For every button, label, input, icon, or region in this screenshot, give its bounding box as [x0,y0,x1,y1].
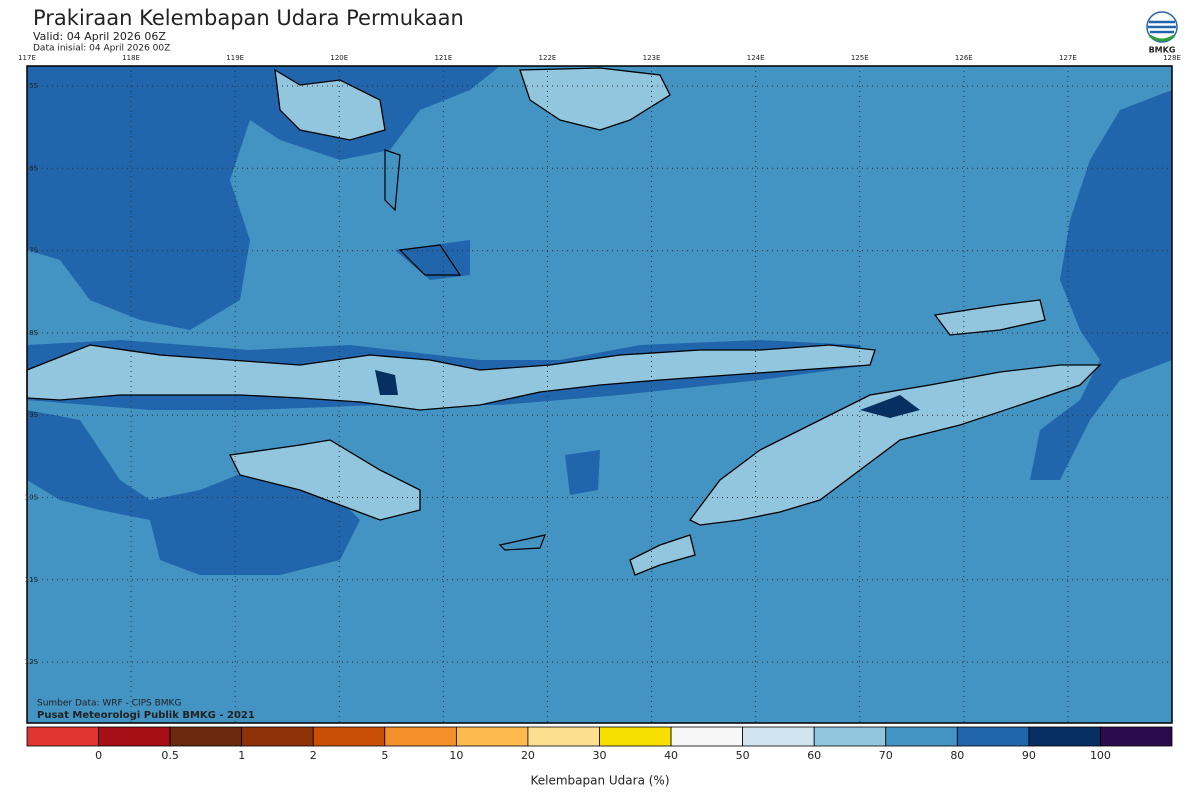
color-box [455,726,529,747]
colorbar: 0 0.5 1 2 5 10 20 30 40 50 60 70 80 90 100 [26,726,1173,762]
colorbar-label: 80 [950,749,964,762]
latitude-label: 5S [29,82,38,90]
colorbar-label: 5 [381,749,388,762]
map: Sumber Data: WRF - CIPS BMKG Pusat Meteo… [26,65,1173,724]
latitude-label: 6S [29,164,38,172]
latitude-label: 12S [25,658,39,666]
color-box [312,726,386,747]
longitude-label: 121E [434,54,452,62]
colorbar-label: 10 [449,749,463,762]
color-box [885,726,958,747]
color-box [241,726,314,747]
colorbar-label: 100 [1090,749,1111,762]
longitude-label: 122E [539,54,557,62]
color-box [813,726,887,747]
color-box [98,726,171,747]
latitude-label: 7S [29,247,38,255]
valid-time: Valid: 04 April 2026 06Z [33,30,166,43]
colorbar-label: 30 [593,749,607,762]
logo-text: BMKG [1149,46,1176,55]
longitude-label: 123E [643,54,661,62]
colorbar-label: 40 [664,749,678,762]
color-box [26,726,99,747]
colorbar-label: 0 [95,749,102,762]
colorbar-label: 90 [1022,749,1036,762]
color-box [599,726,672,747]
longitude-label: 117E [18,54,36,62]
latitude-label: 9S [29,411,38,419]
longitude-label: 118E [122,54,140,62]
color-box [169,726,243,747]
colorbar-label: 60 [807,749,821,762]
longitude-label: 119E [226,54,244,62]
colorbar-title: Kelembapan Udara (%) [530,774,669,788]
credit-text: Pusat Meteorologi Publik BMKG - 2021 [37,710,255,721]
colorbar-label: 1 [238,749,245,762]
latitude-label: 10S [25,494,39,502]
color-box [1100,726,1173,747]
color-box [384,726,457,747]
init-time: Data inisial: 04 April 2026 00Z [33,44,170,54]
colorbar-label: 70 [879,749,893,762]
color-box [527,726,600,747]
longitude-label: 127E [1059,54,1077,62]
colorbar-label: 50 [736,749,750,762]
longitude-label: 124E [747,54,765,62]
longitude-label: 128E [1163,54,1181,62]
colorbar-label: 20 [521,749,535,762]
logo: BMKG [1146,11,1178,55]
colorbar-label: 0.5 [161,749,179,762]
title: Prakiraan Kelembapan Udara Permukaan [33,6,464,30]
color-box [670,726,744,747]
source-text: Sumber Data: WRF - CIPS BMKG [37,699,181,709]
color-box [1028,726,1101,747]
graticule [27,66,1172,723]
longitude-label: 125E [851,54,869,62]
color-box [742,726,815,747]
latitude-label: 8S [29,329,38,337]
longitude-label: 120E [330,54,348,62]
latitude-label: 11S [25,576,39,584]
colorbar-label: 2 [310,749,317,762]
longitude-label: 126E [955,54,973,62]
color-box [956,726,1030,747]
